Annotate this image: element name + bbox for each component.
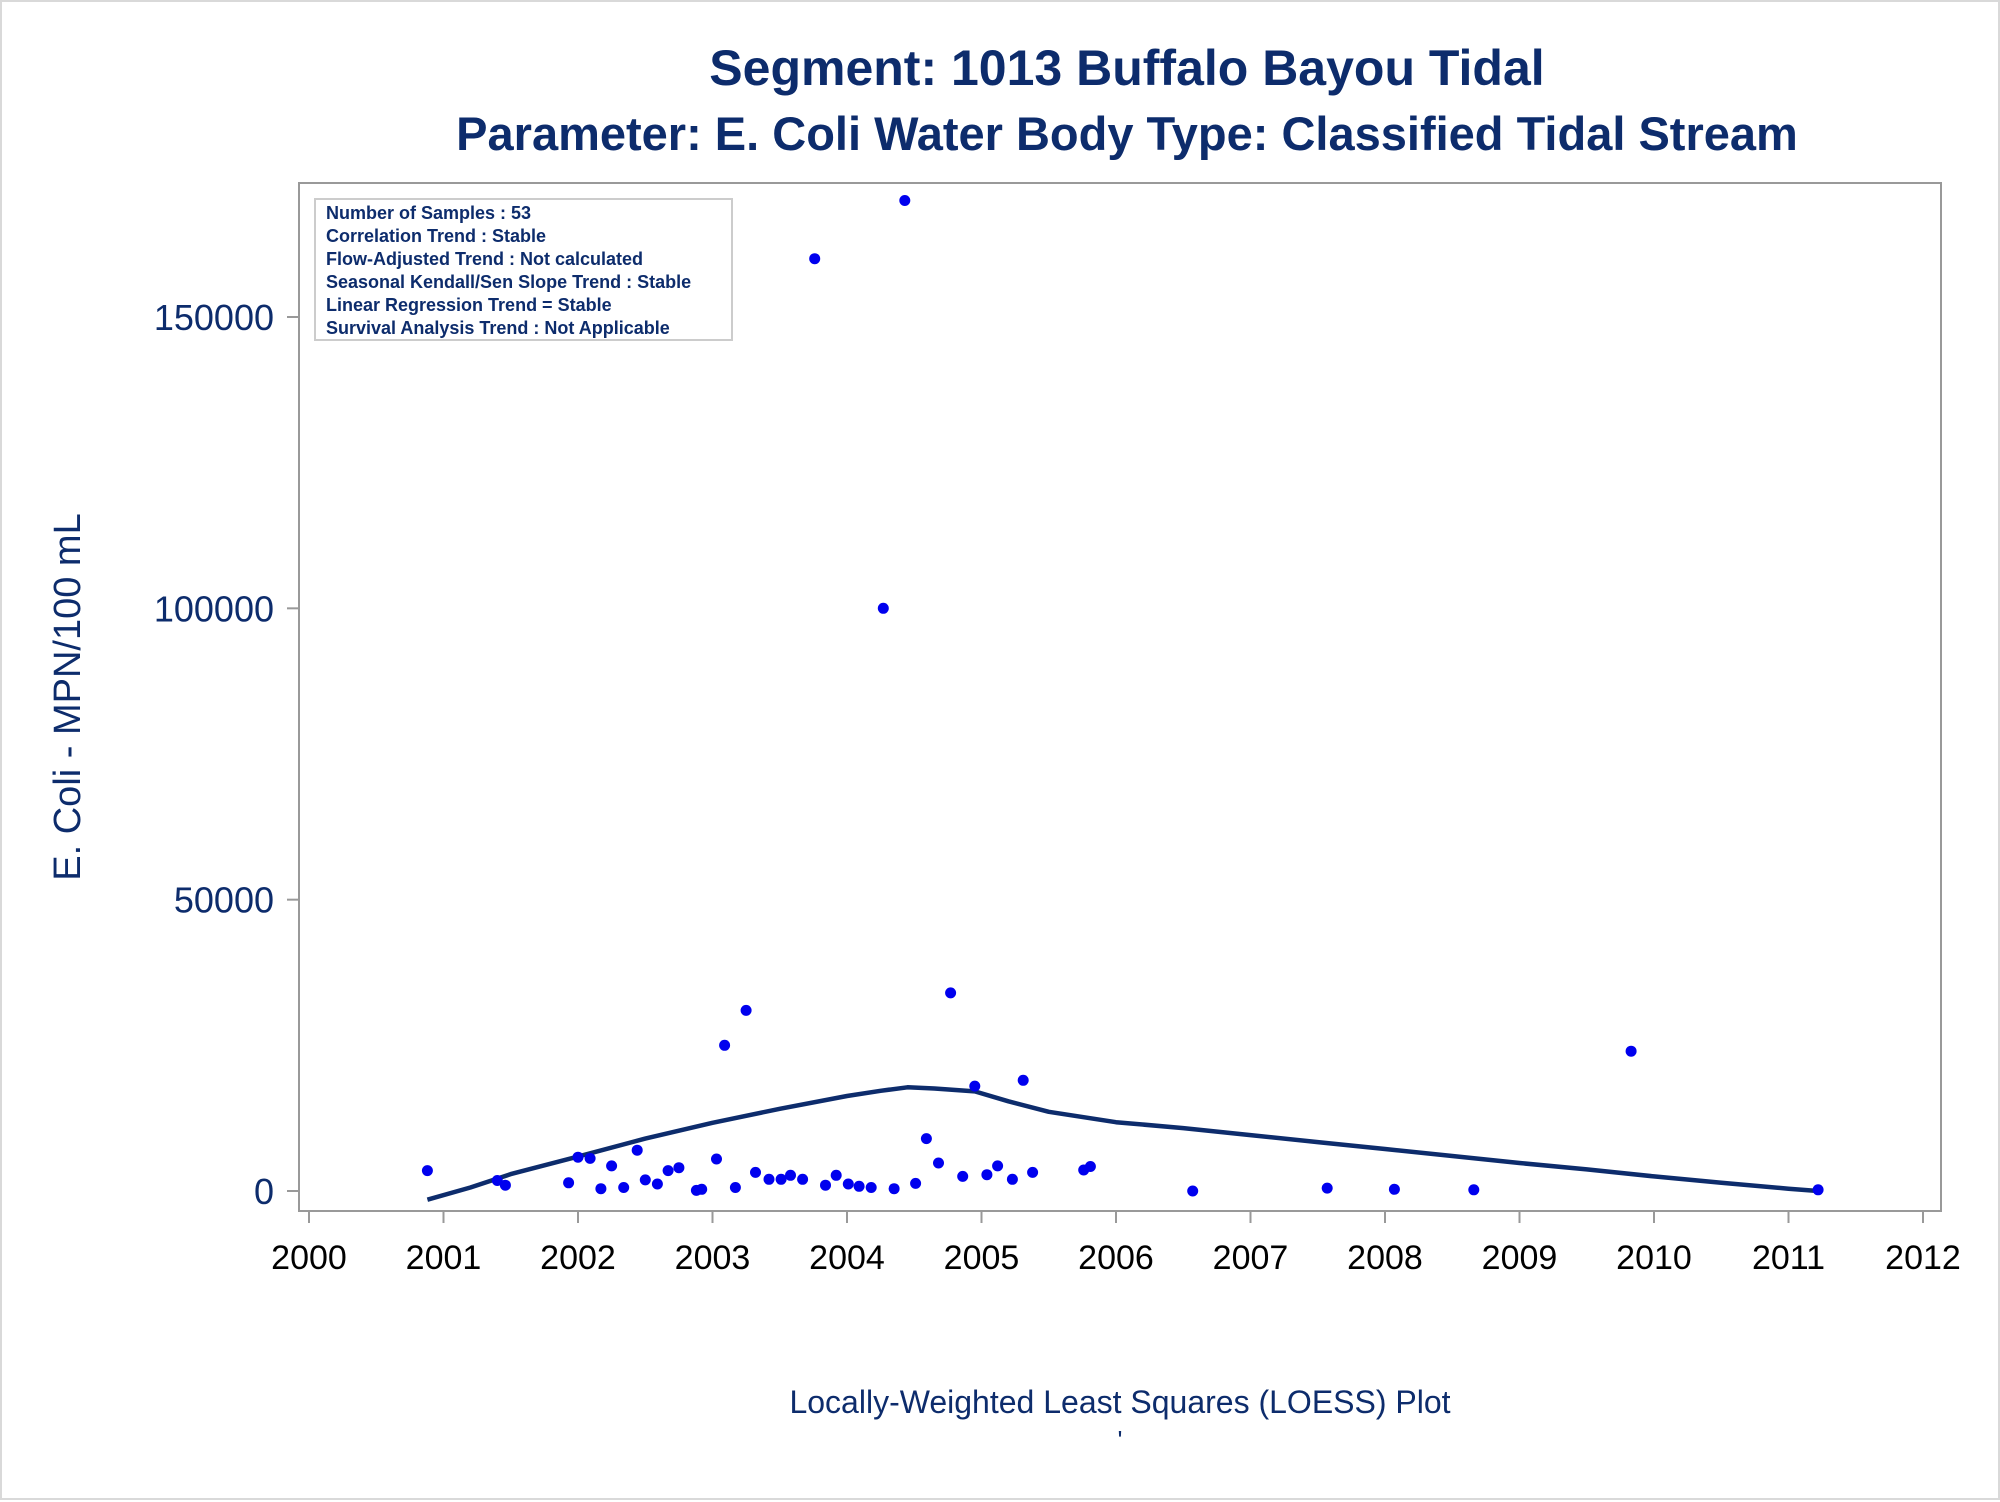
data-point	[421, 1165, 433, 1177]
y-tick-label: 150000	[154, 297, 274, 338]
y-axis: 0 50000 100000 150000	[154, 297, 299, 1212]
data-point	[992, 1160, 1004, 1172]
x-tick-label: 2001	[406, 1239, 482, 1277]
x-tick-label: 2007	[1213, 1239, 1289, 1277]
data-point	[1187, 1185, 1199, 1197]
chart-title: Segment: 1013 Buffalo Bayou Tidal	[709, 40, 1544, 96]
data-point	[1468, 1184, 1480, 1196]
data-point	[711, 1153, 722, 1165]
data-point	[1388, 1183, 1400, 1195]
stats-line: Number of Samples : 53	[326, 203, 531, 223]
data-point	[662, 1165, 674, 1177]
x-axis-label: Locally-Weighted Least Squares (LOESS) P…	[789, 1384, 1450, 1420]
data-point	[606, 1160, 618, 1172]
stats-box: Number of Samples : 53 Correlation Trend…	[314, 198, 733, 341]
y-tick-label: 100000	[154, 588, 274, 629]
x-tick-label: 2009	[1482, 1239, 1558, 1277]
data-point	[945, 987, 957, 999]
y-tick-label: 0	[254, 1171, 274, 1212]
data-point	[899, 195, 911, 206]
data-point	[729, 1182, 741, 1193]
x-tick-label: 2004	[809, 1239, 885, 1277]
loess-line	[426, 1085, 1819, 1202]
data-point	[631, 1144, 643, 1156]
points-layer	[421, 195, 1824, 1197]
data-point	[1625, 1045, 1637, 1057]
data-point	[809, 253, 821, 265]
data-point	[933, 1157, 944, 1169]
stats-line: Correlation Trend : Stable	[326, 226, 546, 246]
x-tick-label: 2000	[271, 1239, 347, 1277]
data-point	[920, 1133, 932, 1145]
data-point	[820, 1179, 831, 1191]
data-point	[763, 1173, 775, 1185]
data-point	[572, 1151, 584, 1163]
x-tick-label: 2011	[1752, 1239, 1825, 1277]
data-point	[719, 1039, 731, 1051]
plot-area-border	[298, 182, 1942, 1212]
data-point	[750, 1166, 761, 1178]
x-tick-label: 2012	[1885, 1239, 1961, 1277]
x-tick-label: 2005	[944, 1239, 1020, 1277]
y-tick-label: 50000	[174, 880, 274, 921]
data-point	[491, 1175, 503, 1186]
stats-line: Flow-Adjusted Trend : Not calculated	[326, 249, 643, 269]
data-point	[1006, 1173, 1018, 1185]
data-point	[957, 1170, 969, 1182]
x-tick-label: 2008	[1347, 1239, 1423, 1277]
stats-line: Linear Regression Trend = Stable	[326, 295, 612, 315]
x-tick-label: 2003	[675, 1239, 751, 1277]
y-axis-label: E. Coli - MPN/100 mL	[47, 513, 89, 880]
data-point	[981, 1169, 993, 1181]
data-point	[1084, 1161, 1096, 1172]
data-point	[853, 1180, 865, 1192]
data-point	[1812, 1184, 1824, 1196]
data-point	[830, 1169, 842, 1181]
data-point	[618, 1182, 630, 1193]
data-point	[696, 1183, 708, 1195]
stats-line: Seasonal Kendall/Sen Slope Trend : Stabl…	[326, 272, 691, 292]
data-point	[969, 1080, 981, 1092]
data-point	[673, 1162, 685, 1174]
x-axis: 2000 2001 2002 2003 2004 2005 2006 2007 2008 2009…	[271, 1211, 1961, 1277]
footnote: '	[1118, 1425, 1123, 1455]
data-point	[563, 1177, 575, 1189]
data-point	[842, 1178, 854, 1190]
data-point	[584, 1152, 596, 1164]
data-point	[740, 1004, 752, 1016]
chart-subtitle: Parameter: E. Coli Water Body Type: Clas…	[456, 107, 1798, 160]
data-point	[639, 1174, 651, 1186]
data-point	[910, 1177, 922, 1189]
loess-layer	[426, 1085, 1819, 1202]
x-tick-label: 2002	[540, 1239, 616, 1277]
stats-box-border	[314, 198, 733, 341]
x-tick-label: 2010	[1616, 1239, 1692, 1277]
data-point	[499, 1179, 511, 1191]
data-point	[865, 1182, 877, 1193]
data-point	[651, 1178, 663, 1190]
data-point	[888, 1183, 900, 1195]
data-point	[1321, 1182, 1333, 1194]
x-tick-label: 2006	[1078, 1239, 1154, 1277]
data-point	[877, 602, 889, 614]
data-point	[1027, 1166, 1039, 1178]
data-point	[595, 1183, 607, 1195]
stats-line: Survival Analysis Trend : Not Applicable	[326, 318, 670, 338]
data-point	[785, 1169, 796, 1181]
data-point	[797, 1173, 809, 1185]
data-point	[775, 1173, 787, 1185]
data-point	[1017, 1074, 1029, 1086]
